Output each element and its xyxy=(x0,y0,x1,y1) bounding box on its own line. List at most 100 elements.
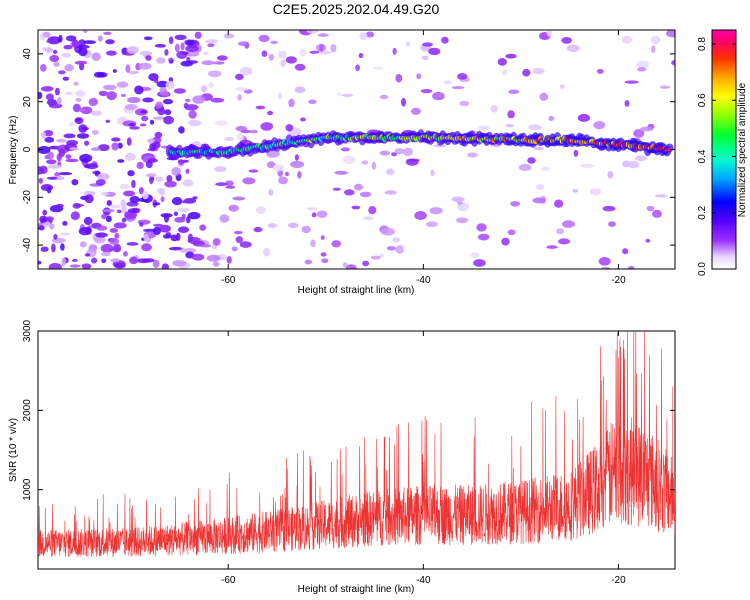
spectrogram-cell xyxy=(201,60,215,65)
spectrogram-cell xyxy=(152,116,166,120)
spectrogram-cell xyxy=(173,211,179,217)
spectrogram-cells xyxy=(38,30,675,269)
spectrogram-cell xyxy=(164,49,169,56)
spectrogram-cell xyxy=(601,266,611,269)
spectrogram-cell xyxy=(532,67,545,75)
spectrogram-x-tick-label: -60 xyxy=(221,275,236,286)
spectrogram-cell xyxy=(426,221,438,228)
spectrogram-cell xyxy=(70,211,80,221)
spectrogram-cell xyxy=(572,189,578,193)
spectrogram-cell xyxy=(237,94,242,101)
spectrogram-cell xyxy=(91,130,99,135)
spectrogram-cell xyxy=(231,246,238,252)
spectrogram-cell xyxy=(395,73,403,83)
spectrogram-cell xyxy=(42,31,51,38)
spectrogram-cell xyxy=(128,70,139,75)
spectrogram-cell xyxy=(318,50,331,55)
spectrogram-x-axis-label: Height of straight line (km) xyxy=(298,285,415,296)
spectrogram-cell xyxy=(98,90,108,97)
snr-plot: -60 -40 -20 1000 2000 3000 Height of straight… xyxy=(8,319,676,595)
spectrogram-ridge-cell xyxy=(667,147,673,152)
spectrogram-cell xyxy=(117,142,123,149)
spectrogram-cell xyxy=(134,85,144,95)
spectrogram-cell xyxy=(157,107,166,116)
spectrogram-cell xyxy=(72,202,81,209)
spectrogram-cell xyxy=(152,259,160,268)
spectrogram-cell xyxy=(627,266,635,269)
spectrogram-cell xyxy=(109,237,120,245)
spectrogram-cell xyxy=(379,94,389,100)
spectrogram-cell xyxy=(593,121,606,130)
spectrogram-cell xyxy=(40,184,54,191)
spectrogram-cell xyxy=(52,49,58,55)
spectrogram-cell xyxy=(84,253,91,257)
spectrogram-cell xyxy=(624,80,639,84)
spectrogram-cell xyxy=(143,36,153,41)
spectrogram-cell xyxy=(589,188,602,196)
spectrogram-cell xyxy=(207,43,215,48)
spectrogram-cell xyxy=(44,136,55,143)
spectrogram-cell xyxy=(78,47,88,57)
spectrogram-cell xyxy=(100,243,114,253)
spectrogram-cell xyxy=(74,117,84,125)
spectrogram-cell xyxy=(184,248,197,253)
snr-y-tick-label: 3000 xyxy=(22,319,33,342)
spectrogram-cell xyxy=(258,34,270,43)
spectrogram-cell xyxy=(651,45,656,53)
spectrogram-cell xyxy=(162,98,174,105)
colorbar-label: Normalized spectral amplitude xyxy=(737,82,748,217)
spectrogram-cell xyxy=(342,155,356,165)
spectrogram-cell xyxy=(192,95,205,104)
spectrogram-cell xyxy=(203,51,209,56)
spectrogram-cell xyxy=(61,257,66,267)
spectrogram-cell xyxy=(72,103,81,113)
spectrogram-cell xyxy=(532,197,546,204)
spectrogram-cell xyxy=(533,146,545,151)
spectrogram-cell xyxy=(573,149,579,157)
spectrogram-cell xyxy=(278,176,288,185)
spectrogram-cell xyxy=(226,256,232,264)
spectrogram-cell xyxy=(539,92,549,101)
spectrogram-cell xyxy=(151,141,161,149)
spectrogram-cell xyxy=(540,166,550,171)
spectrogram-cell xyxy=(75,44,90,49)
spectrogram-cell xyxy=(451,196,465,203)
spectrogram-cell xyxy=(73,81,79,86)
spectrogram-cell xyxy=(285,56,297,64)
spectrogram-cell xyxy=(147,138,155,144)
spectrogram-cell xyxy=(392,237,400,243)
spectrogram-cell xyxy=(308,99,317,105)
spectrogram-cell xyxy=(65,35,77,42)
spectrogram-cell xyxy=(306,30,319,34)
spectrogram-cell xyxy=(105,215,112,223)
spectrogram-cell xyxy=(386,168,395,176)
spectrogram-cell xyxy=(233,230,243,235)
spectrogram-cell xyxy=(392,47,397,55)
spectrogram-cell xyxy=(379,253,385,258)
spectrogram-cell xyxy=(93,71,105,78)
spectrogram-cell xyxy=(528,124,542,131)
spectrogram-cell xyxy=(410,107,421,115)
spectrogram-cell xyxy=(155,176,164,182)
spectrogram-cell xyxy=(126,242,139,246)
spectrogram-cell xyxy=(212,238,221,246)
spectrogram-cell xyxy=(362,216,374,220)
spectrogram-cell xyxy=(42,47,47,52)
spectrogram-cell xyxy=(129,126,140,130)
spectrogram-cell xyxy=(164,213,169,223)
spectrogram-cell xyxy=(379,150,390,156)
spectrogram-cell xyxy=(126,46,139,54)
spectrogram-cell xyxy=(48,263,62,269)
spectrogram-cell xyxy=(152,202,161,206)
spectrogram-cell xyxy=(277,50,287,59)
colorbar: 0.0 0.2 0.4 0.6 0.8 Normalized spectral ampl… xyxy=(697,29,748,276)
spectrogram-cell xyxy=(138,62,152,70)
spectrogram-cell xyxy=(331,240,342,248)
spectrogram-cell xyxy=(58,172,73,176)
spectrogram-cell xyxy=(248,169,259,173)
spectrogram-cell xyxy=(38,260,42,265)
spectrogram-cell xyxy=(346,264,357,269)
spectrogram-y-tick-label: 40 xyxy=(22,48,33,60)
spectrogram-cell xyxy=(131,179,136,189)
spectrogram-cell xyxy=(185,45,199,52)
